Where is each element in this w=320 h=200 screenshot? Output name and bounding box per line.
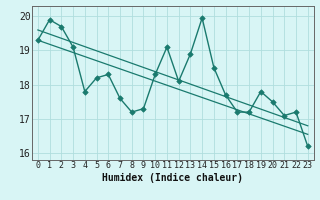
X-axis label: Humidex (Indice chaleur): Humidex (Indice chaleur)	[102, 173, 243, 183]
